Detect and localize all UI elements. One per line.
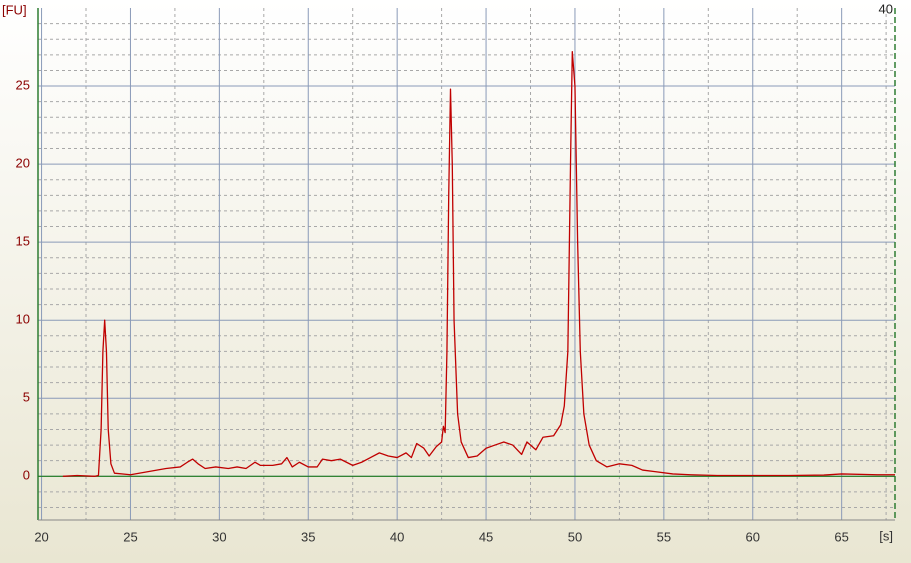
x-tick-label: 60 xyxy=(746,529,760,544)
x-tick-label: 30 xyxy=(212,529,226,544)
y-tick-label: 25 xyxy=(16,77,30,92)
y-tick-label: 5 xyxy=(23,390,30,405)
y-tick-label: 0 xyxy=(23,468,30,483)
x-tick-label: 50 xyxy=(568,529,582,544)
y-tick-label: 20 xyxy=(16,156,30,171)
x-tick-label: 65 xyxy=(834,529,848,544)
x-tick-label: 35 xyxy=(301,529,315,544)
x-tick-label: 45 xyxy=(479,529,493,544)
y-tick-label: 15 xyxy=(16,234,30,249)
x-tick-label: 20 xyxy=(34,529,48,544)
y-tick-label: 10 xyxy=(16,312,30,327)
trace-line xyxy=(62,51,895,477)
x-tick-label: 40 xyxy=(390,529,404,544)
x-tick-label: 55 xyxy=(657,529,671,544)
y-axis-label: [FU] xyxy=(2,2,27,17)
x-tick-label: 25 xyxy=(123,529,137,544)
x-axis-label: [s] xyxy=(879,528,893,543)
